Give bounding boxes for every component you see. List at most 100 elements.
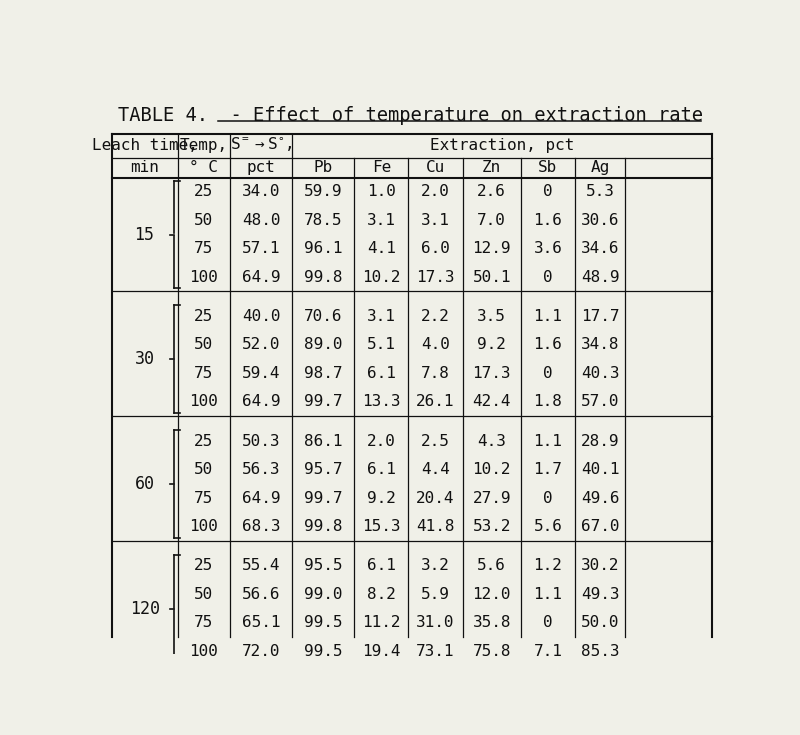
Text: 99.5: 99.5 <box>304 615 342 631</box>
Text: 40.0: 40.0 <box>242 309 281 324</box>
Text: 7.8: 7.8 <box>421 366 450 381</box>
Text: 67.0: 67.0 <box>581 519 619 534</box>
Text: Cu: Cu <box>426 160 445 175</box>
Text: 25: 25 <box>194 559 214 573</box>
Text: 96.1: 96.1 <box>304 241 342 257</box>
Text: 25: 25 <box>194 434 214 449</box>
Text: 50.1: 50.1 <box>473 270 511 284</box>
Text: 15: 15 <box>134 226 154 243</box>
Text: 98.7: 98.7 <box>304 366 342 381</box>
Text: 1.1: 1.1 <box>534 309 562 324</box>
Text: 34.8: 34.8 <box>581 337 619 353</box>
Text: ° C: ° C <box>190 160 218 175</box>
Text: 5.6: 5.6 <box>478 559 506 573</box>
Text: 100: 100 <box>190 519 218 534</box>
Text: 9.2: 9.2 <box>367 491 396 506</box>
Text: 41.8: 41.8 <box>416 519 455 534</box>
Text: 2.0: 2.0 <box>367 434 396 449</box>
Text: Temp,: Temp, <box>180 138 228 154</box>
Text: 52.0: 52.0 <box>242 337 281 353</box>
Text: 6.1: 6.1 <box>367 559 396 573</box>
Text: 3.1: 3.1 <box>367 309 396 324</box>
Text: 0: 0 <box>543 270 553 284</box>
Text: 7.0: 7.0 <box>478 212 506 228</box>
Text: Zn: Zn <box>482 160 502 175</box>
Text: 17.7: 17.7 <box>581 309 619 324</box>
Text: 53.2: 53.2 <box>473 519 511 534</box>
Text: Sb: Sb <box>538 160 558 175</box>
Text: 65.1: 65.1 <box>242 615 281 631</box>
Text: 78.5: 78.5 <box>304 212 342 228</box>
Text: 0: 0 <box>543 184 553 199</box>
Text: 28.9: 28.9 <box>581 434 619 449</box>
Text: 17.3: 17.3 <box>416 270 455 284</box>
Text: 50.3: 50.3 <box>242 434 281 449</box>
Text: 31.0: 31.0 <box>416 615 455 631</box>
Text: 42.4: 42.4 <box>473 395 511 409</box>
Text: 34.0: 34.0 <box>242 184 281 199</box>
Text: 55.4: 55.4 <box>242 559 281 573</box>
Text: TABLE 4.  - Effect of temperature on extraction rate: TABLE 4. - Effect of temperature on extr… <box>118 106 702 125</box>
Text: 3.5: 3.5 <box>478 309 506 324</box>
Text: Extraction, pct: Extraction, pct <box>430 138 574 154</box>
Text: 89.0: 89.0 <box>304 337 342 353</box>
Text: 2.5: 2.5 <box>421 434 450 449</box>
Text: 25: 25 <box>194 309 214 324</box>
Text: 99.0: 99.0 <box>304 587 342 602</box>
Text: 3.6: 3.6 <box>534 241 562 257</box>
Text: 0: 0 <box>543 366 553 381</box>
Text: 40.3: 40.3 <box>581 366 619 381</box>
Text: 95.5: 95.5 <box>304 559 342 573</box>
Text: 30.6: 30.6 <box>581 212 619 228</box>
Text: 50: 50 <box>194 212 214 228</box>
Text: 99.5: 99.5 <box>304 644 342 659</box>
Text: 13.3: 13.3 <box>362 395 401 409</box>
Text: 64.9: 64.9 <box>242 270 281 284</box>
Text: 3.1: 3.1 <box>421 212 450 228</box>
Text: 57.0: 57.0 <box>581 395 619 409</box>
Text: 2.0: 2.0 <box>421 184 450 199</box>
Text: 56.3: 56.3 <box>242 462 281 477</box>
Text: 35.8: 35.8 <box>473 615 511 631</box>
Text: 3.1: 3.1 <box>367 212 396 228</box>
Text: min: min <box>130 160 159 175</box>
Text: 48.0: 48.0 <box>242 212 281 228</box>
Text: 75.8: 75.8 <box>473 644 511 659</box>
Text: 64.9: 64.9 <box>242 491 281 506</box>
Text: 5.1: 5.1 <box>367 337 396 353</box>
Text: 27.9: 27.9 <box>473 491 511 506</box>
Text: 50: 50 <box>194 587 214 602</box>
Text: 20.4: 20.4 <box>416 491 455 506</box>
Text: 100: 100 <box>190 270 218 284</box>
Text: 99.8: 99.8 <box>304 519 342 534</box>
Text: $\mathregular{S^{=}}$$\mathregular{\rightarrow}$$\mathregular{S^{\circ}}$,: $\mathregular{S^{=}}$$\mathregular{\righ… <box>230 135 292 154</box>
Text: 1.0: 1.0 <box>367 184 396 199</box>
Text: 70.6: 70.6 <box>304 309 342 324</box>
Text: 99.8: 99.8 <box>304 270 342 284</box>
Text: 15.3: 15.3 <box>362 519 401 534</box>
Text: 49.3: 49.3 <box>581 587 619 602</box>
Text: 95.7: 95.7 <box>304 462 342 477</box>
Text: 50: 50 <box>194 337 214 353</box>
Text: 57.1: 57.1 <box>242 241 281 257</box>
Text: 120: 120 <box>130 600 159 617</box>
Text: 7.1: 7.1 <box>534 644 562 659</box>
Text: 4.4: 4.4 <box>421 462 450 477</box>
Text: 60: 60 <box>134 475 154 493</box>
Text: 0: 0 <box>543 615 553 631</box>
Text: 6.1: 6.1 <box>367 366 396 381</box>
Text: 17.3: 17.3 <box>473 366 511 381</box>
Text: 0: 0 <box>543 491 553 506</box>
Text: 12.0: 12.0 <box>473 587 511 602</box>
Text: 86.1: 86.1 <box>304 434 342 449</box>
Text: 49.6: 49.6 <box>581 491 619 506</box>
Text: 12.9: 12.9 <box>473 241 511 257</box>
Text: 34.6: 34.6 <box>581 241 619 257</box>
Text: Ag: Ag <box>590 160 610 175</box>
Text: 85.3: 85.3 <box>581 644 619 659</box>
Text: 59.9: 59.9 <box>304 184 342 199</box>
Text: pct: pct <box>246 160 276 175</box>
Text: 10.2: 10.2 <box>473 462 511 477</box>
Text: 75: 75 <box>194 241 214 257</box>
Text: 5.9: 5.9 <box>421 587 450 602</box>
